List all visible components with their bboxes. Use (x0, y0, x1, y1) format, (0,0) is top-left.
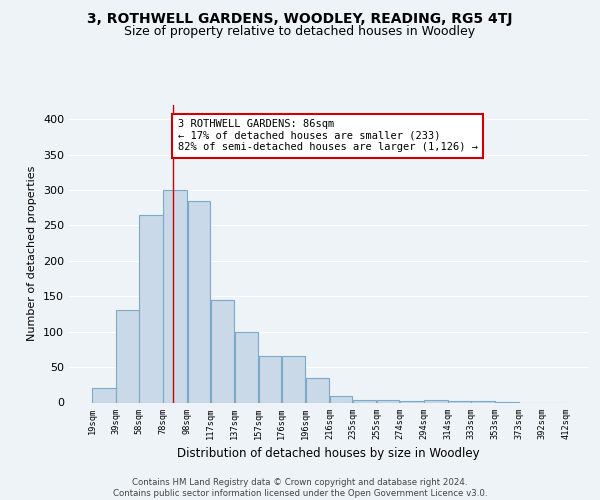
Bar (163, 190, 187, 402)
Bar (211, 300, 234, 402)
Bar (235, 332, 258, 402)
Bar (471, 401, 495, 402)
Bar (306, 378, 329, 402)
Bar (448, 401, 470, 402)
Y-axis label: Number of detached properties: Number of detached properties (28, 166, 37, 342)
Bar (92, 388, 116, 402)
Bar (353, 400, 376, 402)
Bar (330, 396, 352, 402)
Bar (259, 356, 281, 403)
Bar (282, 356, 305, 403)
Bar (377, 400, 400, 402)
Text: Size of property relative to detached houses in Woodley: Size of property relative to detached ho… (124, 25, 476, 38)
Bar (116, 310, 139, 402)
Text: 3, ROTHWELL GARDENS, WOODLEY, READING, RG5 4TJ: 3, ROTHWELL GARDENS, WOODLEY, READING, R… (87, 12, 513, 26)
Text: 3 ROTHWELL GARDENS: 86sqm
← 17% of detached houses are smaller (233)
82% of semi: 3 ROTHWELL GARDENS: 86sqm ← 17% of detac… (178, 119, 478, 152)
Text: Contains HM Land Registry data © Crown copyright and database right 2024.
Contai: Contains HM Land Registry data © Crown c… (113, 478, 487, 498)
X-axis label: Distribution of detached houses by size in Woodley: Distribution of detached houses by size … (177, 447, 480, 460)
Bar (424, 400, 448, 402)
Bar (188, 200, 210, 402)
Bar (139, 215, 163, 402)
Bar (400, 401, 424, 402)
